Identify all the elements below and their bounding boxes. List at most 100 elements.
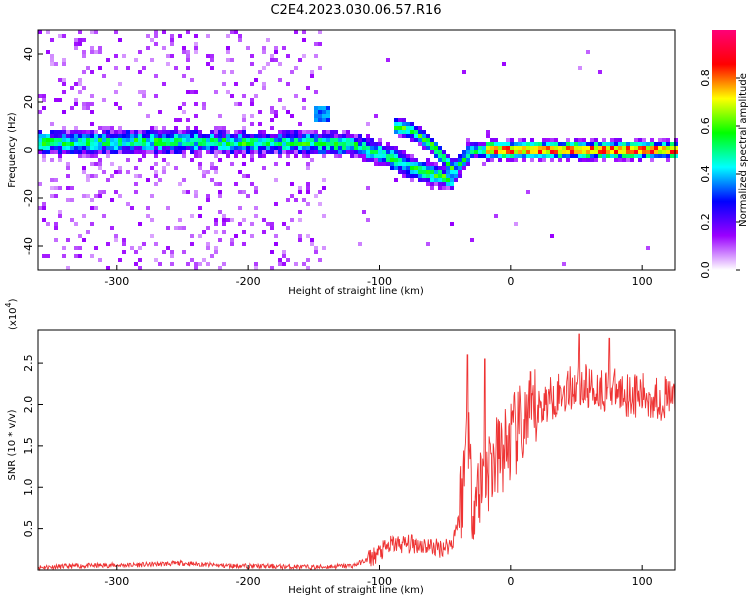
heatmap-cell (274, 202, 278, 206)
heatmap-cell (170, 42, 174, 46)
heatmap-cell (230, 138, 234, 142)
heatmap-cell (38, 182, 42, 186)
heatmap-cell (254, 134, 258, 138)
heatmap-cell (90, 122, 94, 126)
heatmap-cell (182, 178, 186, 182)
heatmap-cell (410, 122, 414, 126)
heatmap-cell (58, 146, 62, 150)
heatmap-cell (234, 30, 238, 34)
heatmap-cell (254, 214, 258, 218)
heatmap-cell (426, 182, 430, 186)
heatmap-cell (430, 170, 434, 174)
heatmap-cell (562, 142, 566, 146)
heatmap-cell (474, 142, 478, 146)
heatmap-cell (214, 230, 218, 234)
heatmap-cell (86, 154, 90, 158)
heatmap-cell (182, 46, 186, 50)
heatmap-cell (462, 150, 466, 154)
heatmap-cell (590, 146, 594, 150)
heatmap-cell (586, 150, 590, 154)
heatmap-cell (290, 138, 294, 142)
heatmap-cell (62, 254, 66, 258)
heatmap-cell (182, 50, 186, 54)
heatmap-cell (270, 266, 274, 270)
heatmap-cell (414, 130, 418, 134)
heatmap-cell (90, 134, 94, 138)
heatmap-cell (194, 42, 198, 46)
heatmap-cell (58, 98, 62, 102)
heatmap-cell (406, 130, 410, 134)
heatmap-cell (346, 150, 350, 154)
heatmap-cell (342, 150, 346, 154)
heatmap-cell (606, 142, 610, 146)
heatmap-cell (122, 146, 126, 150)
heatmap-cell (558, 142, 562, 146)
heatmap-cell (226, 150, 230, 154)
heatmap-cell (522, 150, 526, 154)
heatmap-cell (182, 146, 186, 150)
heatmap-cell (46, 50, 50, 54)
heatmap-cell (578, 142, 582, 146)
heatmap-cell (418, 126, 422, 130)
heatmap-cell (70, 186, 74, 190)
colorbar-scale (712, 30, 736, 270)
heatmap-cell (266, 62, 270, 66)
heatmap-cell (66, 174, 70, 178)
heatmap-cell (326, 118, 330, 122)
heatmap-cell (650, 138, 654, 142)
heatmap-cell (166, 62, 170, 66)
heatmap-cell (206, 134, 210, 138)
heatmap-cell (154, 30, 158, 34)
heatmap-cell (430, 182, 434, 186)
heatmap-cell (210, 134, 214, 138)
heatmap-cell (194, 130, 198, 134)
heatmap-cell (110, 146, 114, 150)
heatmap-cell (150, 194, 154, 198)
heatmap-cell (454, 166, 458, 170)
heatmap-cell (426, 174, 430, 178)
heatmap-cell (106, 146, 110, 150)
heatmap-cell (66, 146, 70, 150)
heatmap-cell (666, 142, 670, 146)
heatmap-cell (578, 66, 582, 70)
heatmap-cell (230, 162, 234, 166)
heatmap-cell (82, 54, 86, 58)
heatmap-cell (82, 214, 86, 218)
heatmap-cell (166, 150, 170, 154)
heatmap-cell (614, 150, 618, 154)
heatmap-cell (574, 146, 578, 150)
heatmap-cell (170, 54, 174, 58)
heatmap-cell (350, 138, 354, 142)
heatmap-cell (170, 150, 174, 154)
heatmap-cell (210, 178, 214, 182)
heatmap-cell (218, 146, 222, 150)
heatmap-cell (294, 66, 298, 70)
heatmap-cell (354, 154, 358, 158)
heatmap-cell (262, 218, 266, 222)
heatmap-cell (118, 166, 122, 170)
heatmap-cell (442, 166, 446, 170)
heatmap-cell (86, 150, 90, 154)
x-tick-label: 100 (632, 575, 653, 588)
heatmap-cell (246, 138, 250, 142)
heatmap-cell (174, 166, 178, 170)
heatmap-cell (298, 190, 302, 194)
heatmap-cell (438, 186, 442, 190)
y-tick-label: -40 (22, 237, 35, 255)
heatmap-cell (186, 190, 190, 194)
heatmap-cell (222, 150, 226, 154)
heatmap-cell (262, 230, 266, 234)
heatmap-cell (642, 146, 646, 150)
heatmap-cell (438, 166, 442, 170)
heatmap-cell (306, 166, 310, 170)
heatmap-cell (426, 166, 430, 170)
heatmap-cell (334, 146, 338, 150)
heatmap-cell (458, 166, 462, 170)
heatmap-cell (282, 146, 286, 150)
heatmap-cell (366, 150, 370, 154)
heatmap-cell (626, 158, 630, 162)
heatmap-cell (430, 174, 434, 178)
heatmap-cell (318, 202, 322, 206)
heatmap-cell (514, 146, 518, 150)
heatmap-cell (546, 154, 550, 158)
